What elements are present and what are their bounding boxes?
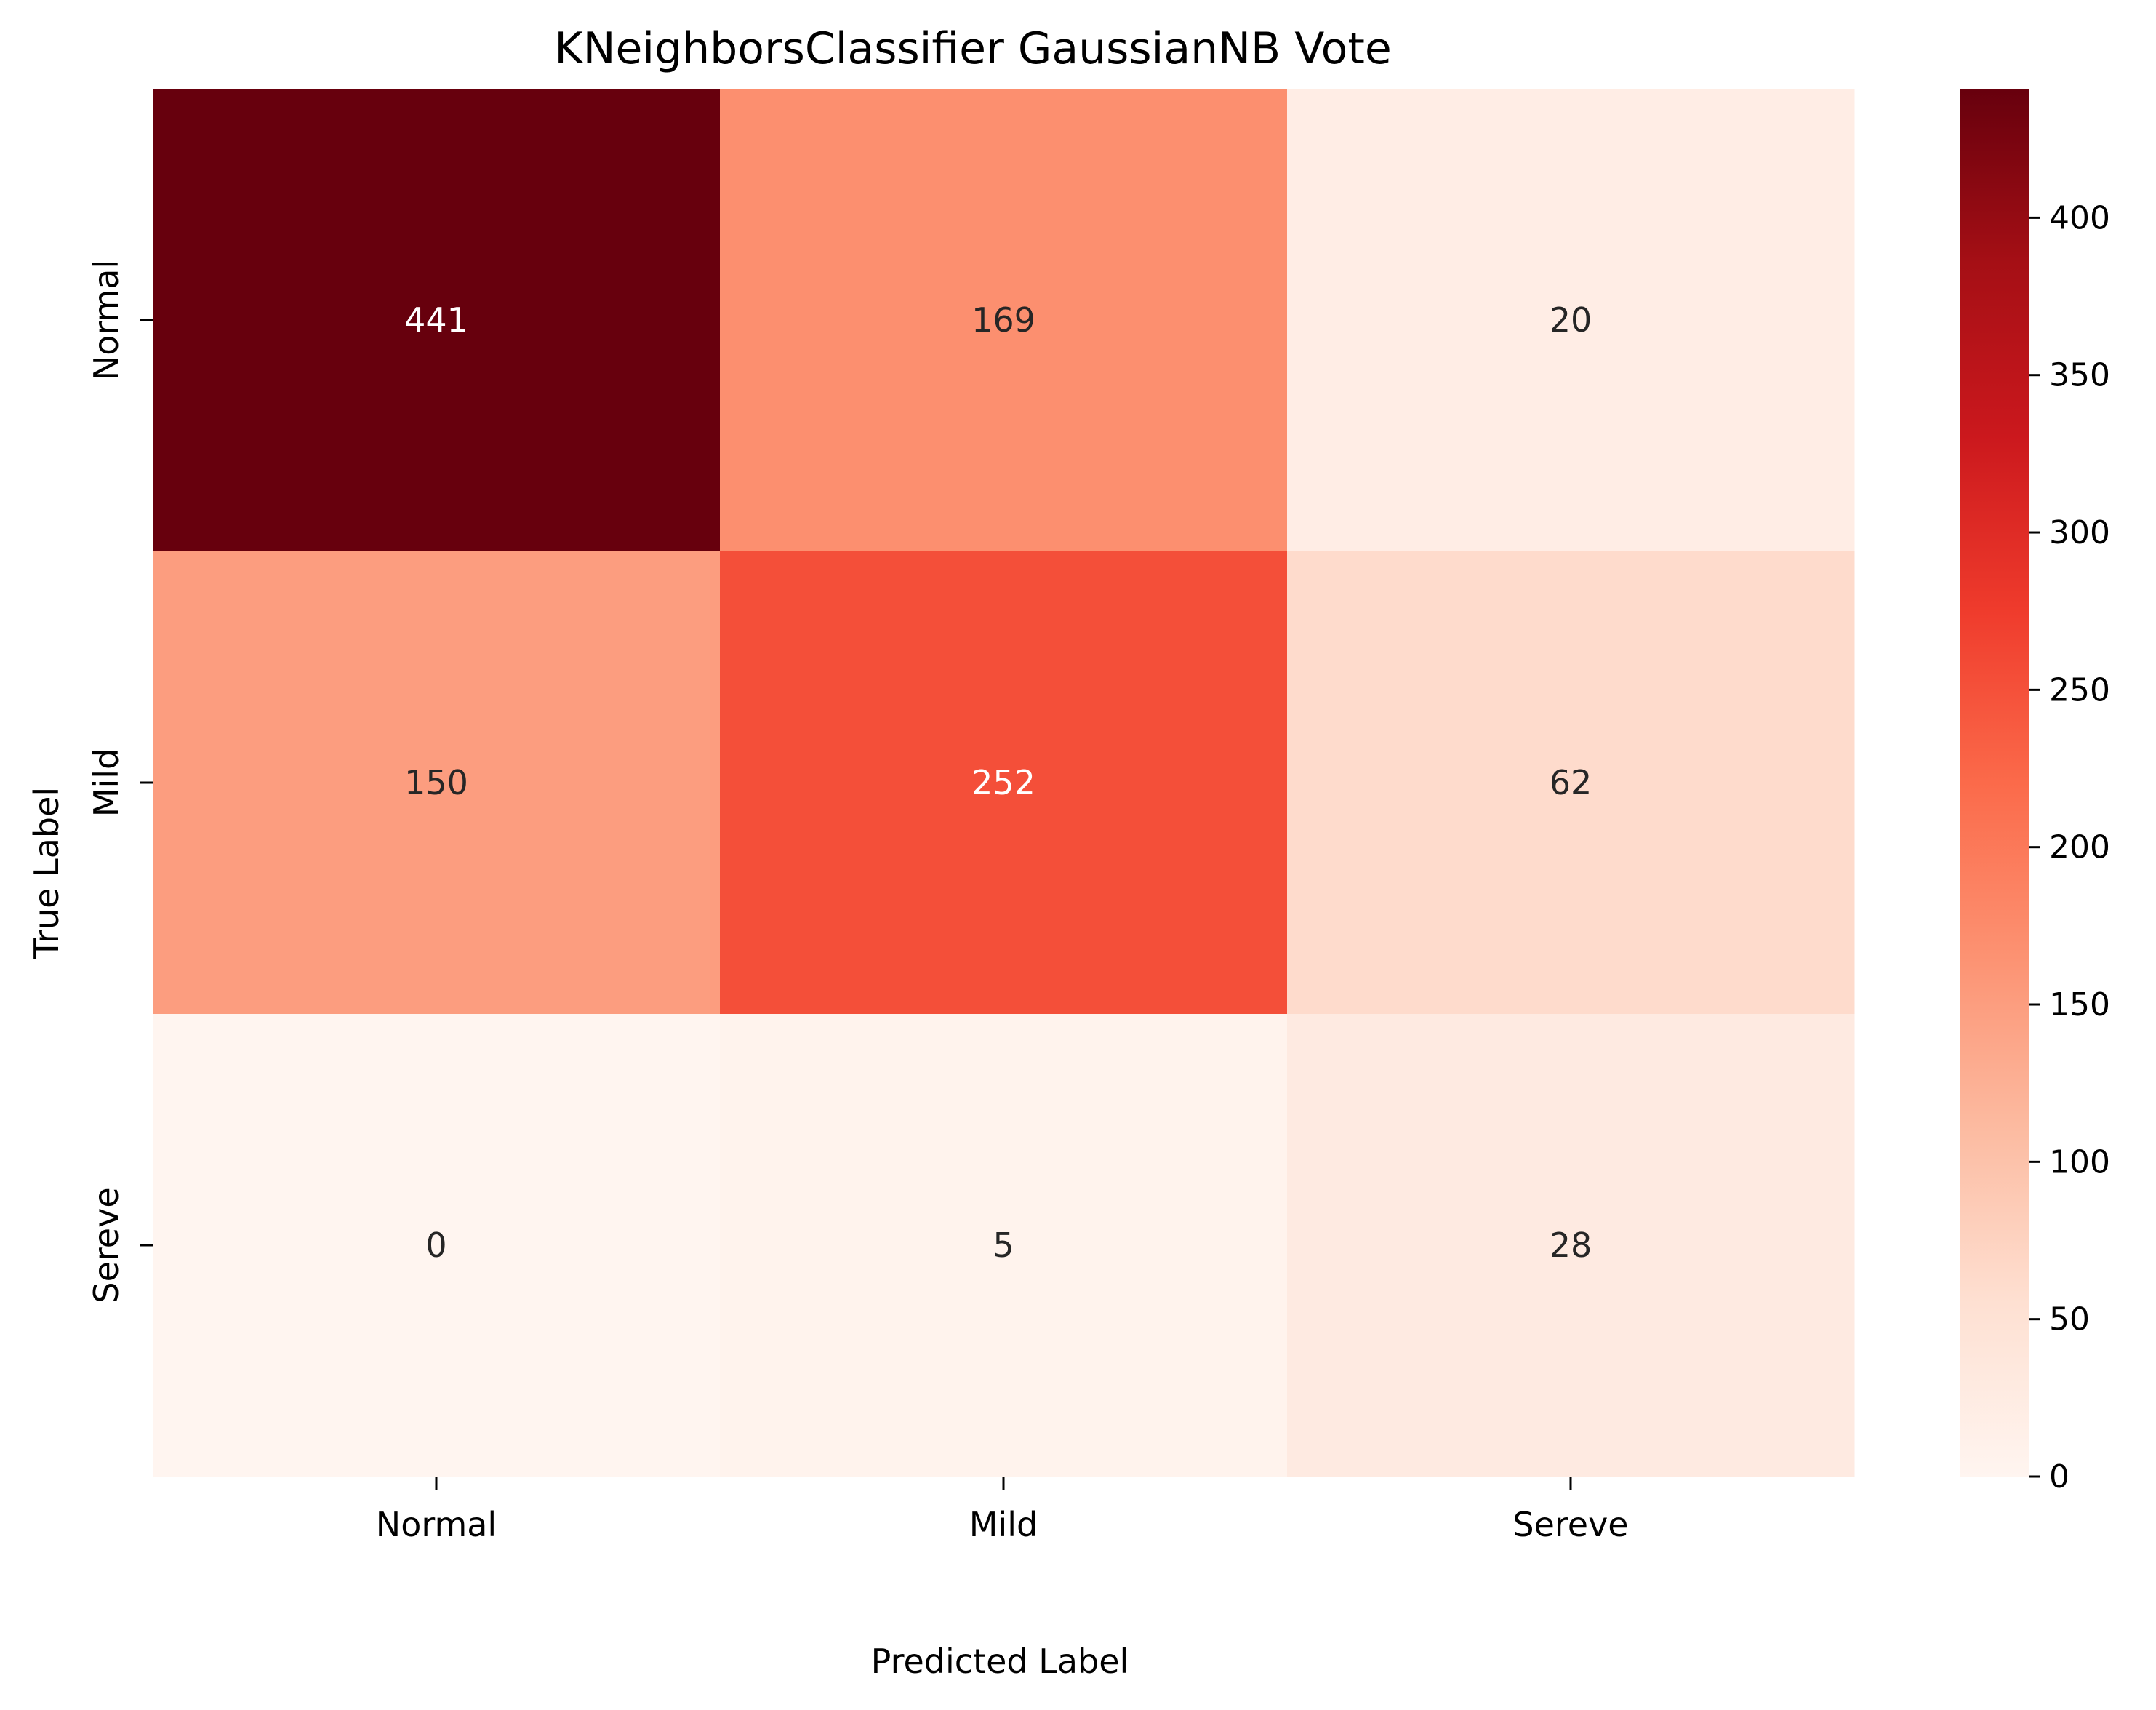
chart-title: KNeighborsClassifier GaussianNB Vote [554,23,1392,74]
colorbar-tick-label-2: 100 [2049,1143,2110,1180]
heatmap-cell-r2-c2 [1287,1014,1855,1477]
x-tick-label-0: Normal [376,1505,497,1544]
cell-value-r2-c1: 5 [993,1226,1014,1265]
y-tick-label-1: Mild [87,748,126,817]
colorbar-tick-label-6: 300 [2049,514,2110,551]
heatmap-cell-r2-c0 [153,1014,721,1477]
heatmap-cells: 441 169 20 150 252 62 0 5 28 [153,89,1855,1477]
colorbar-tick-label-4: 200 [2049,829,2110,866]
colorbar-gradient [1960,89,2029,1477]
colorbar-tick-label-5: 250 [2049,671,2110,708]
cell-value-r2-c2: 28 [1550,1226,1592,1265]
cell-value-r1-c0: 150 [404,763,468,802]
cell-value-r0-c2: 20 [1550,300,1592,340]
cell-value-r1-c1: 252 [971,763,1035,802]
x-axis-label: Predicted Label [871,1642,1129,1681]
y-tick-label-2: Sereve [87,1187,126,1303]
colorbar: 0 50 100 150 200 250 300 350 400 [1960,89,2110,1495]
cell-value-r0-c1: 169 [971,300,1035,340]
y-axis-ticks: Normal Mild Sereve [87,260,153,1303]
x-tick-label-2: Sereve [1512,1505,1628,1544]
cell-value-r0-c0: 441 [404,300,468,340]
colorbar-tick-label-8: 400 [2049,199,2110,236]
heatmap-cell-r1-c0 [153,551,721,1015]
cell-value-r2-c0: 0 [425,1226,446,1265]
heatmap-cell-r1-c1 [720,551,1288,1015]
y-axis-label: True Label [27,787,66,959]
heatmap-cell-r0-c1 [720,89,1288,552]
heatmap-cell-r0-c0 [153,89,721,552]
heatmap-cell-r2-c1 [720,1014,1288,1477]
colorbar-tick-label-3: 150 [2049,986,2110,1023]
cell-value-r1-c2: 62 [1550,763,1592,802]
colorbar-tick-label-0: 0 [2049,1458,2069,1495]
heatmap-cell-r0-c2 [1287,89,1855,552]
x-axis-ticks: Normal Mild Sereve [376,1477,1629,1544]
heatmap-cell-r1-c2 [1287,551,1855,1015]
colorbar-tick-label-7: 350 [2049,357,2110,394]
y-tick-label-0: Normal [87,260,126,380]
x-tick-label-1: Mild [969,1505,1038,1544]
colorbar-tick-label-1: 50 [2049,1301,2090,1338]
